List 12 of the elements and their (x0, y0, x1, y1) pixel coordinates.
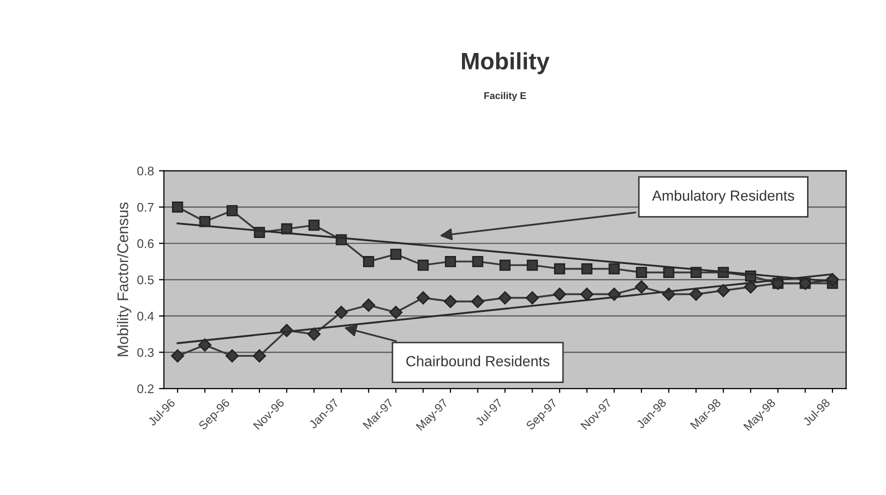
y-tick-label: 0.8 (137, 166, 154, 176)
y-axis-title: Mobility Factor/Census (117, 202, 132, 356)
y-tick-label: 0.5 (137, 275, 154, 284)
y-tick-label: 0.6 (137, 239, 154, 248)
y-tick-label: 0.2 (137, 384, 154, 394)
chart-title: Mobility (462, 52, 550, 74)
chart-subtitle: Facility E (484, 92, 526, 102)
annotation: Ambulatory Residents (652, 190, 794, 204)
annotation: Chairbound Residents (406, 356, 550, 366)
y-tick-label: 0.3 (137, 348, 154, 357)
y-tick-label: 0.7 (137, 202, 154, 212)
y-tick-label: 0.4 (137, 312, 154, 321)
